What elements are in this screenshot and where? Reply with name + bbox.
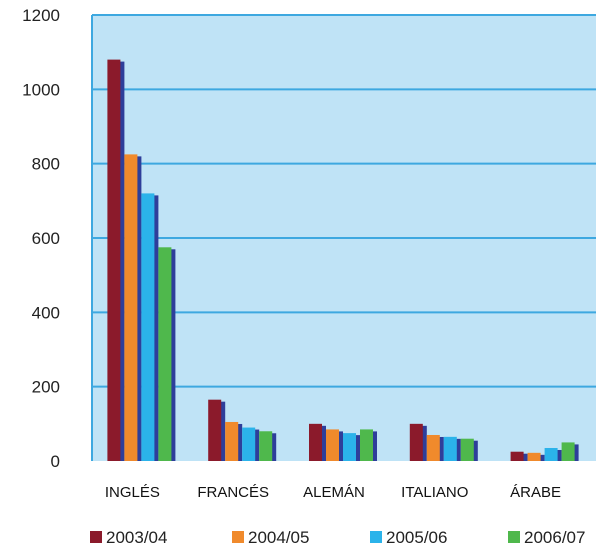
bar — [225, 421, 239, 461]
bar — [544, 447, 558, 461]
bar-side — [573, 444, 579, 461]
legend-swatch — [508, 531, 520, 543]
x-tick-label: INGLÉS — [105, 484, 160, 501]
y-tick-label: 400 — [32, 303, 60, 322]
y-tick-labels: 0 200 400 600 800 1000 1200 — [22, 6, 60, 471]
bar-side — [539, 454, 545, 461]
bar-side — [455, 438, 461, 461]
legend-label: 2005/06 — [386, 528, 447, 547]
bar-side — [254, 429, 260, 461]
y-tick-label: 800 — [32, 155, 60, 174]
bar — [561, 442, 575, 461]
y-tick-label: 600 — [32, 229, 60, 248]
bar — [124, 154, 138, 461]
bar-side — [153, 195, 159, 461]
bar — [510, 451, 524, 461]
bar-side — [338, 431, 343, 461]
bar — [343, 433, 356, 461]
bar — [460, 438, 474, 461]
bar-side — [321, 425, 326, 461]
x-tick-label: ITALIANO — [401, 484, 468, 501]
bar — [158, 247, 172, 461]
legend-label: 2003/04 — [106, 528, 167, 547]
y-tick-label: 0 — [51, 452, 60, 471]
y-tick-label: 1200 — [22, 6, 60, 25]
x-tick-label: ÁRABE — [510, 484, 561, 501]
x-tick-labels: INGLÉS FRANCÉS ALEMÁN ITALIANO ÁRABE — [105, 484, 561, 501]
bar — [326, 429, 339, 461]
legend: 2003/04 2004/05 2005/06 2006/07 — [90, 528, 585, 547]
bar-side — [421, 425, 427, 461]
bar — [141, 193, 155, 461]
bar-side — [472, 440, 478, 461]
bar-side — [237, 423, 243, 461]
y-tick-label: 1000 — [22, 80, 60, 99]
bar — [527, 452, 541, 461]
bar — [309, 423, 322, 461]
bars — [107, 59, 579, 461]
bar-side — [556, 449, 562, 461]
legend-swatch — [232, 531, 244, 543]
bar-side — [438, 436, 444, 461]
bar — [426, 434, 440, 461]
bar — [208, 399, 222, 461]
bar — [107, 59, 121, 461]
legend-label: 2006/07 — [524, 528, 585, 547]
bar-side — [355, 435, 360, 461]
bar-side — [170, 249, 176, 461]
legend-label: 2004/05 — [248, 528, 309, 547]
grid-layer — [92, 14, 596, 388]
bar — [360, 429, 373, 461]
bar — [443, 436, 457, 461]
bar-side — [220, 401, 226, 461]
bar-side — [522, 453, 528, 461]
bar-side — [372, 431, 377, 461]
bar-side — [119, 61, 125, 461]
x-tick-label: ALEMÁN — [303, 484, 365, 501]
x-tick-label: FRANCÉS — [197, 484, 269, 501]
y-tick-label: 200 — [32, 378, 60, 397]
bar — [409, 423, 423, 461]
bar — [242, 427, 256, 461]
bar — [259, 431, 273, 461]
legend-swatch — [90, 531, 102, 543]
legend-swatch — [370, 531, 382, 543]
bar-side — [271, 433, 277, 461]
bar-side — [136, 156, 142, 461]
